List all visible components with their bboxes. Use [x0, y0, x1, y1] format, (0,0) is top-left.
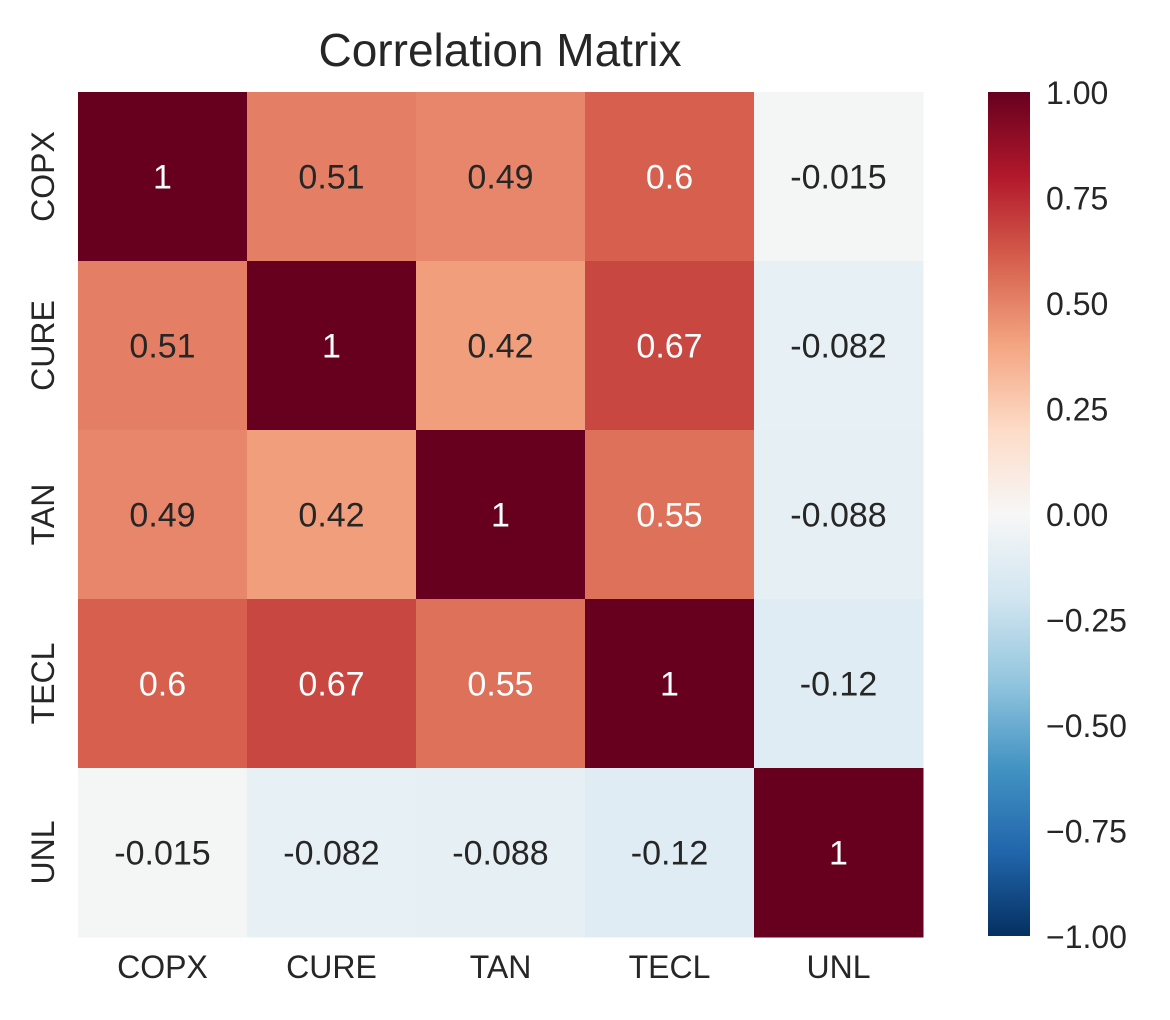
cell-annotation: 0.42 [467, 328, 533, 366]
colorbar-tick-label: 0.50 [1046, 286, 1108, 322]
heatmap-cell-copx-unl [754, 92, 924, 262]
heatmap-cell-copx-copx [78, 92, 248, 262]
heatmap-cell-tecl-unl [754, 599, 924, 769]
cell-annotation: 0.42 [298, 497, 364, 535]
heatmap-cell-unl-cure [247, 768, 417, 938]
heatmap-cells [78, 92, 924, 938]
colorbar-tick-label: −1.00 [1046, 919, 1127, 955]
heatmap-cell-unl-unl [754, 768, 924, 938]
cell-annotation: -0.12 [800, 666, 878, 704]
heatmap-cell-unl-tan [416, 768, 586, 938]
colorbar [988, 92, 1030, 936]
cell-annotation: 0.67 [636, 328, 702, 366]
colorbar-tick-label: −0.75 [1046, 814, 1127, 850]
heatmap-cell-copx-cure [247, 92, 417, 262]
heatmap-cell-cure-copx [78, 261, 248, 431]
cell-annotation: -0.015 [790, 159, 886, 197]
cell-annotation: 0.49 [129, 497, 195, 535]
colorbar-tick-label: 1.00 [1046, 75, 1108, 111]
colorbar-tick-label: 0.25 [1046, 392, 1108, 428]
heatmap-cell-copx-tan [416, 92, 586, 262]
x-tick-label-tan: TAN [470, 949, 532, 985]
cell-annotation: 0.6 [139, 666, 186, 704]
heatmap-cell-tecl-copx [78, 599, 248, 769]
chart-title: Correlation Matrix [319, 24, 682, 76]
y-tick-label-tecl: TECL [25, 643, 61, 725]
heatmap-cell-tan-tecl [585, 430, 755, 600]
x-tick-label-unl: UNL [806, 949, 870, 985]
cell-annotation: 1 [660, 666, 679, 704]
colorbar-tick-label: −0.25 [1046, 603, 1127, 639]
heatmap-cell-tecl-tecl [585, 599, 755, 769]
cell-annotation: 0.6 [646, 159, 693, 197]
heatmap-annotations: 1 0.51 0.49 0.6 -0.015 0.51 1 0.42 0.67 -0.082 0.4… [114, 159, 886, 873]
colorbar-tick-label: 0.75 [1046, 181, 1108, 217]
heatmap-cell-cure-tecl [585, 261, 755, 431]
heatmap-cell-tan-tan [416, 430, 586, 600]
x-tick-label-tecl: TECL [629, 949, 711, 985]
colorbar-tick-label: 0.00 [1046, 497, 1108, 533]
y-tick-label-tan: TAN [25, 484, 61, 546]
heatmap-cell-cure-tan [416, 261, 586, 431]
cell-annotation: -0.12 [631, 835, 709, 873]
heatmap-cell-tecl-tan [416, 599, 586, 769]
cell-annotation: -0.082 [283, 835, 379, 873]
cell-annotation: 1 [322, 328, 341, 366]
y-tick-label-unl: UNL [25, 820, 61, 884]
heatmap-cell-cure-cure [247, 261, 417, 431]
cell-annotation: 0.51 [129, 328, 195, 366]
heatmap-cell-tan-unl [754, 430, 924, 600]
y-tick-label-cure: CURE [25, 300, 61, 391]
colorbar-tick-label: −0.50 [1046, 708, 1127, 744]
heatmap-cell-tan-copx [78, 430, 248, 600]
cell-annotation: 0.49 [467, 159, 533, 197]
x-tick-label-cure: CURE [286, 949, 377, 985]
cell-annotation: 0.67 [298, 666, 364, 704]
cell-annotation: 1 [153, 159, 172, 197]
cell-annotation: -0.088 [452, 835, 548, 873]
cell-annotation: -0.082 [790, 328, 886, 366]
heatmap-cell-tecl-cure [247, 599, 417, 769]
cell-annotation: -0.088 [790, 497, 886, 535]
cell-annotation: 1 [491, 497, 510, 535]
x-axis-tick-labels: COPX CURE TAN TECL UNL [117, 949, 870, 985]
cell-annotation: 0.51 [298, 159, 364, 197]
cell-annotation: -0.015 [114, 835, 210, 873]
y-axis-tick-labels: COPX CURE TAN TECL UNL [25, 131, 61, 884]
x-tick-label-copx: COPX [117, 949, 208, 985]
cell-annotation: 0.55 [467, 666, 533, 704]
heatmap-cell-cure-unl [754, 261, 924, 431]
colorbar-tick-labels: 1.00 0.75 0.50 0.25 0.00 −0.25 −0.50 −0.75 −1.00 [1046, 75, 1127, 955]
heatmap-cell-copx-tecl [585, 92, 755, 262]
y-tick-label-copx: COPX [25, 131, 61, 222]
cell-annotation: 1 [829, 835, 848, 873]
heatmap-cell-unl-copx [78, 768, 248, 938]
heatmap-cell-tan-cure [247, 430, 417, 600]
heatmap-cell-unl-tecl [585, 768, 755, 938]
cell-annotation: 0.55 [636, 497, 702, 535]
